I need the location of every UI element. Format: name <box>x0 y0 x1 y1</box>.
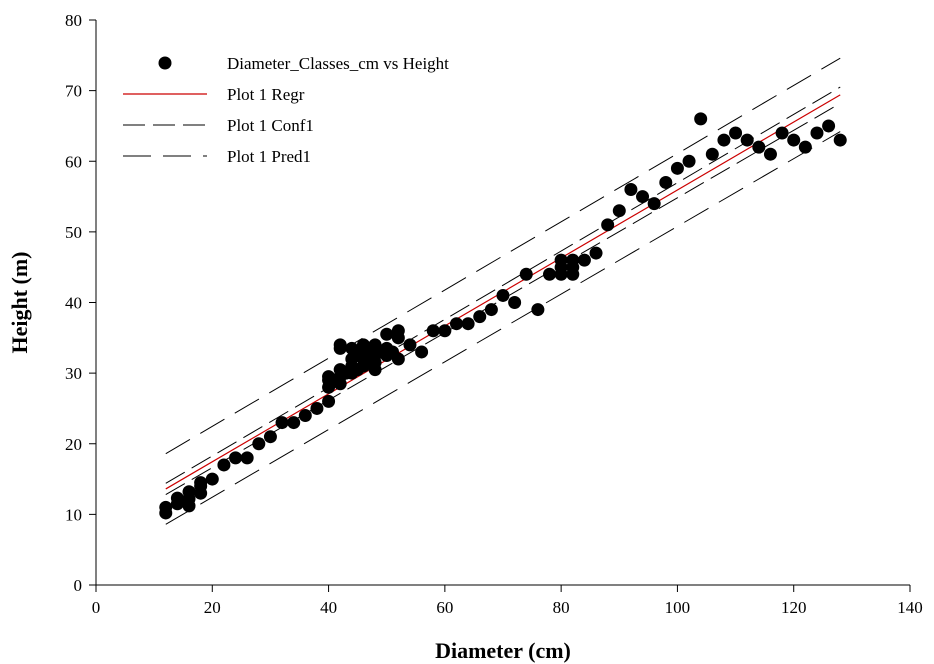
x-tick-label: 40 <box>320 598 337 617</box>
data-point-12 <box>229 451 243 465</box>
data-point-90 <box>775 126 789 140</box>
data-point-6 <box>182 485 196 499</box>
data-point-19 <box>310 401 324 415</box>
data-point-15 <box>263 430 277 444</box>
series-line-pred-4 <box>165 131 841 525</box>
data-point-72 <box>566 253 580 267</box>
data-point-64 <box>519 267 533 281</box>
data-point-63 <box>508 296 522 309</box>
x-tick-label: 60 <box>436 598 453 617</box>
x-tick-label: 80 <box>553 598 570 617</box>
data-point-74 <box>589 246 603 260</box>
legend-label-pred: Plot 1 Pred1 <box>227 147 311 166</box>
data-point-85 <box>717 133 731 147</box>
data-point-58 <box>449 317 463 331</box>
data-point-89 <box>763 147 777 161</box>
data-point-65 <box>531 303 545 317</box>
data-point-92 <box>798 140 812 154</box>
data-point-18 <box>298 409 312 422</box>
data-point-53 <box>391 324 405 338</box>
data-point-94 <box>822 119 836 133</box>
data-point-84 <box>705 147 719 161</box>
data-point-77 <box>624 183 638 196</box>
data-point-1 <box>159 500 173 514</box>
x-axis-title: Diameter (cm) <box>435 638 571 663</box>
legend-label-point: Diameter_Classes_cm vs Height <box>227 54 449 73</box>
y-tick-label: 10 <box>65 505 82 524</box>
x-tick-label: 20 <box>204 598 221 617</box>
tick-labels: 0 20 40 60 80 100 120 140 0 10 20 30 40 50 60 70 80 <box>65 11 923 617</box>
data-point-13 <box>240 451 254 465</box>
data-point-55 <box>415 345 429 359</box>
data-point-51 <box>391 352 405 366</box>
data-point-86 <box>729 126 743 140</box>
data-point-80 <box>659 175 673 189</box>
data-point-73 <box>577 253 591 267</box>
y-tick-label: 80 <box>65 11 82 30</box>
y-axis-title: Height (m) <box>7 251 32 353</box>
series-line-conf-3 <box>165 86 841 484</box>
x-tick-label: 0 <box>92 598 101 617</box>
data-point-75 <box>601 218 615 232</box>
x-tick-label: 100 <box>665 598 691 617</box>
legend-marker-points <box>158 56 172 70</box>
y-tick-label: 30 <box>65 364 82 383</box>
data-point-82 <box>682 154 696 168</box>
y-tick-label: 70 <box>65 82 82 101</box>
data-point-14 <box>252 437 266 451</box>
y-tick-label: 60 <box>65 152 82 171</box>
data-point-87 <box>740 133 754 147</box>
data-points <box>159 112 847 520</box>
legend-label-conf: Plot 1 Conf1 <box>227 116 314 135</box>
data-point-23 <box>322 370 336 384</box>
data-point-79 <box>647 197 661 211</box>
legend-label-regr: Plot 1 Regr <box>227 85 305 104</box>
data-point-88 <box>752 140 766 154</box>
axes <box>89 19 911 592</box>
y-tick-label: 50 <box>65 223 82 242</box>
series-line-pred-5 <box>165 57 841 455</box>
data-point-56 <box>426 324 440 338</box>
data-point-76 <box>612 204 626 218</box>
data-point-3 <box>170 491 184 505</box>
data-point-81 <box>670 161 684 175</box>
data-point-62 <box>496 288 510 302</box>
data-point-16 <box>275 416 289 430</box>
data-point-95 <box>833 133 847 147</box>
data-point-9 <box>194 476 208 490</box>
data-point-49 <box>380 327 394 341</box>
y-tick-label: 40 <box>65 294 82 313</box>
data-point-83 <box>694 112 708 126</box>
data-point-28 <box>333 338 347 352</box>
data-point-11 <box>217 458 231 472</box>
x-tick-label: 140 <box>897 598 923 617</box>
data-point-78 <box>636 190 650 204</box>
series-line-conf-2 <box>165 102 841 496</box>
data-point-20 <box>322 394 336 408</box>
data-point-93 <box>810 126 824 140</box>
legend: Diameter_Classes_cm vs Height Plot 1 Regr… <box>123 54 449 166</box>
data-point-59 <box>461 317 475 331</box>
data-point-66 <box>543 267 557 281</box>
y-tick-label: 20 <box>65 435 82 454</box>
data-point-91 <box>787 133 801 147</box>
data-point-60 <box>473 310 487 324</box>
x-tick-label: 120 <box>781 598 807 617</box>
data-point-10 <box>205 472 219 486</box>
data-point-17 <box>287 416 301 430</box>
y-tick-label: 0 <box>74 576 83 595</box>
data-point-57 <box>438 324 452 338</box>
data-point-69 <box>554 253 568 267</box>
data-point-61 <box>484 303 498 317</box>
data-point-54 <box>403 338 417 352</box>
